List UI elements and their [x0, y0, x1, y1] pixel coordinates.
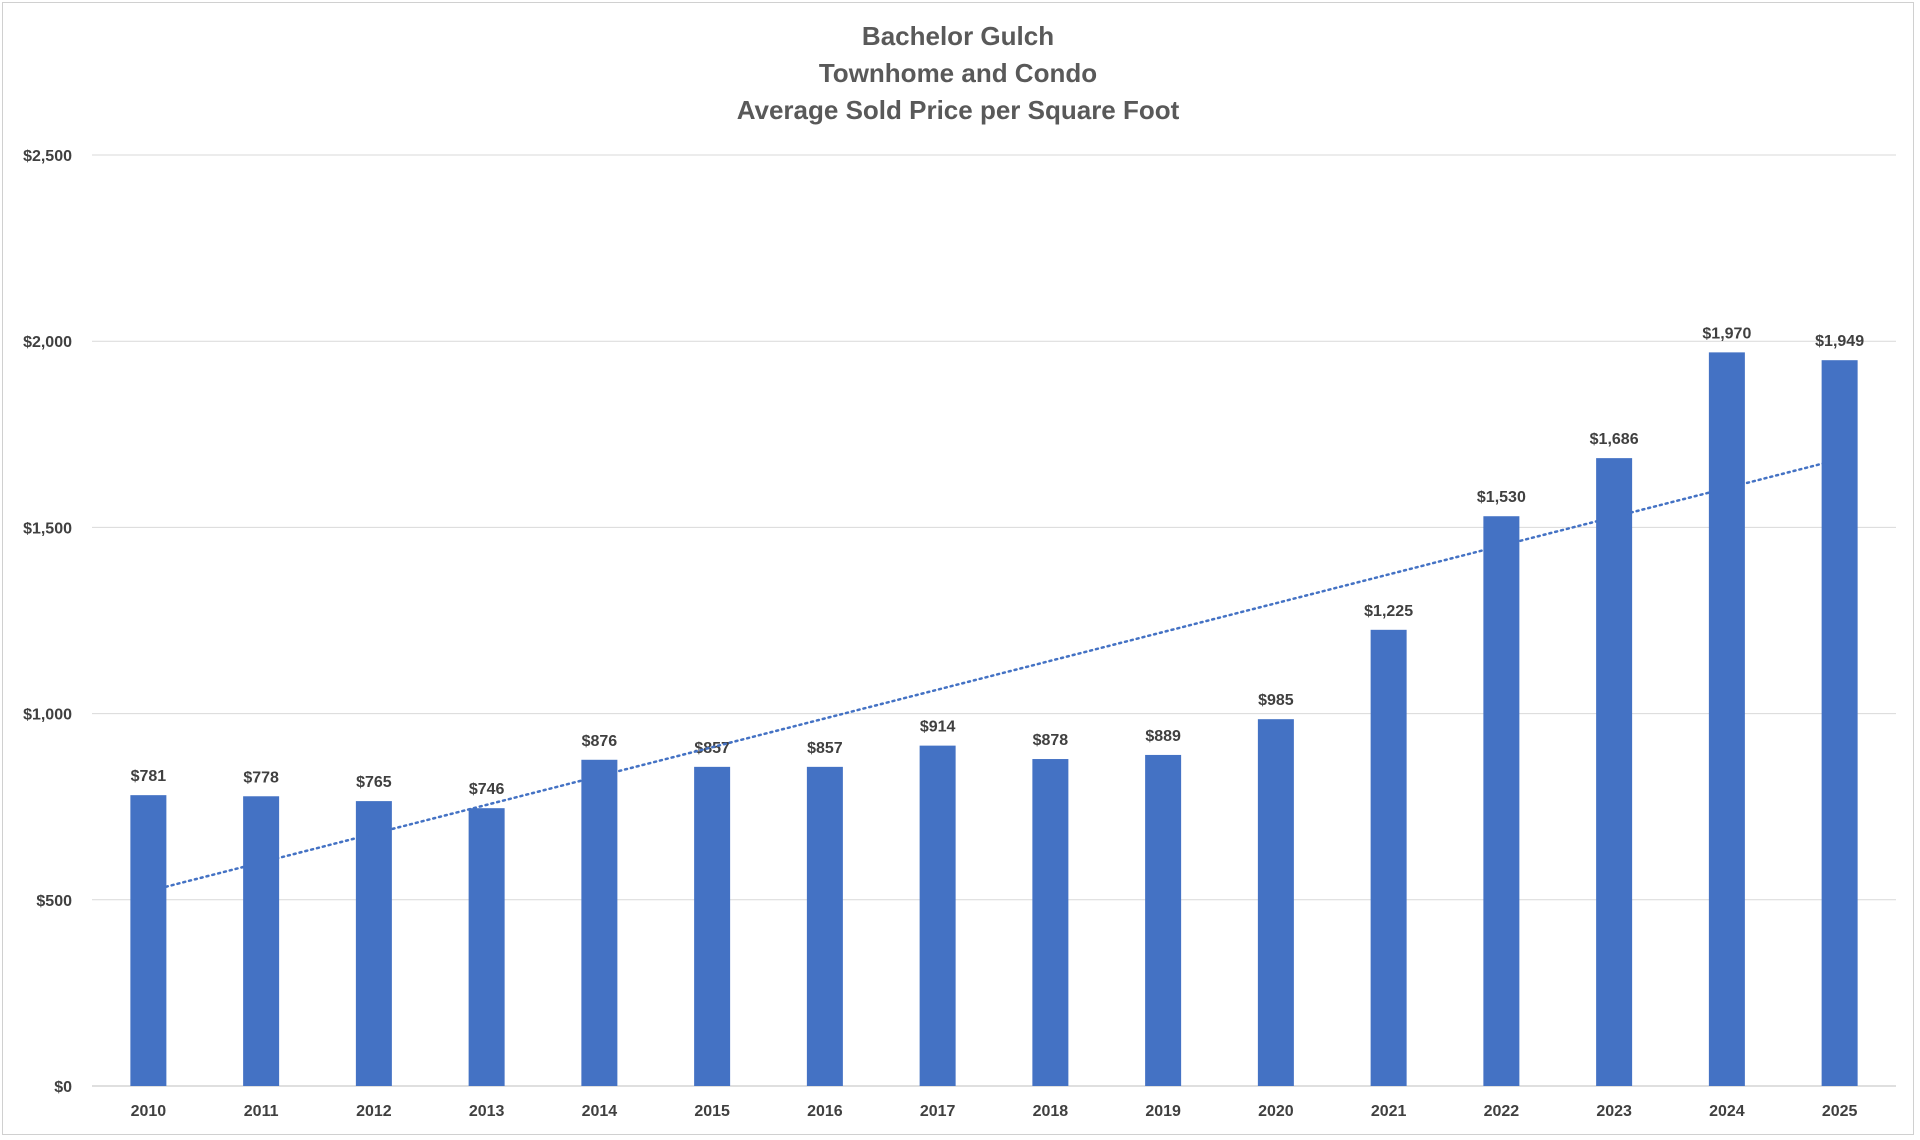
- data-label: $857: [807, 740, 843, 757]
- chart-title-line-1: Bachelor Gulch: [861, 21, 1055, 51]
- x-tick-label: 2023: [1596, 1103, 1632, 1120]
- y-tick-label: $500: [36, 893, 72, 910]
- data-label: $1,686: [1590, 431, 1639, 448]
- y-tick-label: $0: [54, 1079, 72, 1096]
- x-tick-label: 2011: [244, 1103, 279, 1120]
- data-label: $889: [1145, 728, 1181, 745]
- data-label: $878: [1033, 732, 1069, 749]
- bar: [806, 766, 843, 1086]
- bar: [1483, 516, 1520, 1086]
- bar: [1596, 458, 1633, 1086]
- bar: [355, 801, 392, 1086]
- bar: [1032, 759, 1069, 1086]
- data-label: $985: [1258, 692, 1294, 709]
- bar: [1145, 754, 1182, 1086]
- x-tick-label: 2024: [1709, 1103, 1745, 1120]
- x-tick-label: 2018: [1033, 1103, 1069, 1120]
- x-tick-label: 2022: [1484, 1103, 1520, 1120]
- bar: [1708, 352, 1745, 1086]
- x-tick-label: 2019: [1145, 1103, 1181, 1120]
- bar: [243, 796, 280, 1086]
- data-label: $778: [243, 769, 279, 786]
- x-tick-label: 2010: [131, 1103, 167, 1120]
- data-label: $1,949: [1815, 333, 1864, 350]
- data-label: $765: [356, 774, 392, 791]
- data-label: $781: [131, 768, 167, 785]
- x-tick-label: 2016: [807, 1103, 843, 1120]
- data-label: $1,530: [1477, 489, 1526, 506]
- y-tick-label: $2,000: [23, 334, 72, 351]
- bar: [919, 745, 956, 1086]
- bar: [130, 795, 167, 1086]
- data-label: $746: [469, 781, 505, 798]
- bar: [1821, 360, 1858, 1087]
- bar: [581, 759, 618, 1086]
- y-tick-label: $1,500: [23, 520, 72, 537]
- x-tick-label: 2015: [694, 1103, 730, 1120]
- chart-title: Bachelor Gulch Townhome and Condo Averag…: [0, 18, 1916, 129]
- bar: [1257, 719, 1294, 1086]
- data-label: $876: [582, 733, 618, 750]
- bar: [1370, 629, 1407, 1086]
- y-tick-label: $1,000: [23, 707, 72, 724]
- data-label: $914: [920, 719, 956, 736]
- bar: [694, 766, 731, 1086]
- x-tick-label: 2014: [582, 1103, 618, 1120]
- chart-title-line-2: Townhome and Condo: [818, 58, 1098, 88]
- x-tick-label: 2017: [920, 1103, 956, 1120]
- x-tick-label: 2013: [469, 1103, 505, 1120]
- chart-title-line-3: Average Sold Price per Square Foot: [736, 95, 1180, 125]
- x-tick-label: 2020: [1258, 1103, 1294, 1120]
- y-tick-label: $2,500: [23, 148, 72, 165]
- data-label: $1,970: [1702, 325, 1751, 342]
- x-tick-label: 2021: [1371, 1103, 1407, 1120]
- bar: [468, 808, 505, 1086]
- x-tick-label: 2025: [1822, 1103, 1858, 1120]
- data-label: $1,225: [1364, 603, 1413, 620]
- trendline: [147, 458, 1841, 893]
- x-tick-label: 2012: [356, 1103, 392, 1120]
